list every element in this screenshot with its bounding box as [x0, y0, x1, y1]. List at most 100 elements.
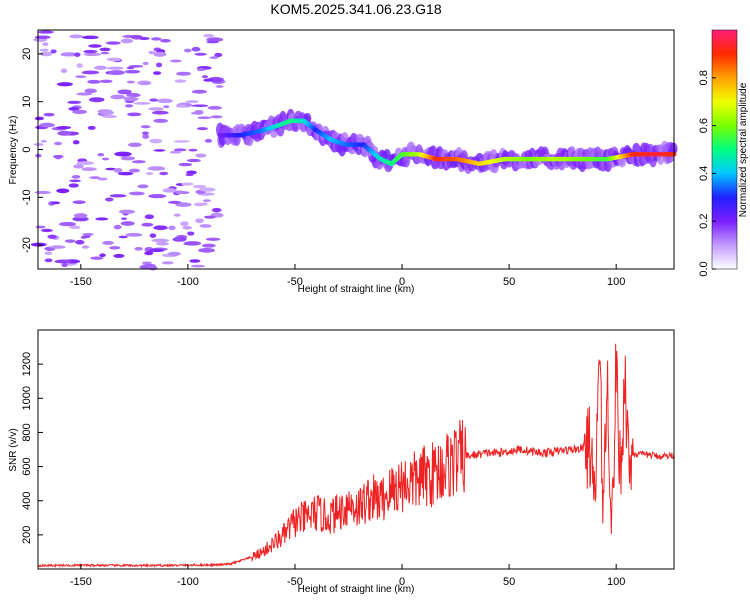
spectral-noise-blob	[110, 94, 125, 100]
spectral-noise-blob	[72, 109, 88, 114]
spectral-noise-blob	[84, 234, 91, 238]
spectral-noise-blob	[99, 47, 111, 52]
spectral-noise-blob	[75, 239, 85, 245]
spectral-noise-blob	[175, 104, 188, 108]
spectral-noise-blob	[153, 225, 168, 231]
spectral-noise-blob	[34, 116, 44, 121]
spectral-noise-blob	[69, 179, 81, 183]
spectrogram-x-label: Height of straight line (km)	[298, 284, 415, 295]
spectral-noise-blob	[202, 199, 211, 202]
colorbar-tick-label: 0.0	[698, 261, 710, 276]
spectral-noise-blob	[128, 142, 142, 147]
spectral-noise-blob	[161, 261, 174, 265]
spectral-noise-blob	[142, 61, 149, 66]
spectral-noise-blob	[209, 56, 219, 60]
snr-y-label: SNR (v/v)	[8, 428, 19, 471]
spectral-noise-blob	[183, 241, 202, 246]
spectral-noise-blob	[120, 221, 135, 226]
spectral-noise-blob	[72, 140, 80, 145]
snr-x-tick-label: 0	[399, 576, 405, 588]
spectral-noise-blob	[74, 52, 81, 57]
spectral-noise-blob	[199, 224, 212, 228]
spectral-noise-blob	[113, 224, 122, 230]
spectral-noise-blob	[81, 245, 90, 249]
spectral-noise-blob	[97, 153, 105, 157]
spectral-noise-blob	[174, 236, 181, 241]
snr-x-tick-label: 50	[503, 576, 515, 588]
spectral-noise-blob	[207, 105, 222, 110]
spectral-noise-blob	[149, 233, 157, 238]
spectral-noise-blob	[72, 216, 89, 222]
spectral-noise-blob	[101, 157, 110, 161]
spectrogram-x-axis: -150 -100 -50 0 50 100	[70, 264, 625, 288]
spectral-noise-blob	[76, 92, 93, 96]
snr-y-tick-label: 800	[21, 423, 33, 441]
spectrogram-y-tick-label: -20	[21, 237, 33, 253]
spectral-noise-blob	[120, 38, 133, 44]
spectral-noise-blob	[57, 130, 72, 136]
spectral-noise-blob	[107, 70, 125, 76]
spectral-noise-blob	[196, 127, 208, 131]
spectral-noise-blob	[125, 232, 143, 237]
spectral-noise-blob	[30, 242, 47, 247]
snr-x-tick-label: -100	[177, 576, 199, 588]
spectral-noise-blob	[117, 171, 134, 176]
spectrogram-y-label: Frequency (Hz)	[8, 116, 19, 185]
spectrogram-x-tick-label: 100	[607, 276, 625, 288]
spectral-noise-blob	[191, 89, 208, 94]
snr-y-tick-label: 200	[21, 526, 33, 544]
spectral-noise-blob	[168, 200, 182, 204]
spectral-noise-blob	[148, 107, 164, 111]
spectral-noise-blob	[81, 35, 99, 40]
spectrogram-x-tick-label: -150	[70, 276, 92, 288]
spectral-noise-blob	[105, 197, 114, 202]
spectral-noise-blob	[174, 79, 187, 83]
snr-x-tick-label: -50	[287, 576, 303, 588]
spectral-noise-blob	[148, 265, 158, 271]
spectral-noise-blob	[100, 51, 110, 55]
spectrogram-x-tick-label: -100	[177, 276, 199, 288]
spectral-noise-blob	[147, 166, 166, 171]
spectral-noise-blob	[87, 125, 96, 130]
spectral-noise-blob	[191, 46, 201, 52]
colorbar: 0.0 0.2 0.4 0.6 0.8 Normalized spectral ampl…	[698, 29, 749, 277]
spectral-noise-blob	[123, 97, 139, 102]
spectral-noise-blob	[61, 263, 68, 268]
spectral-noise-blob	[34, 190, 51, 195]
spectral-noise-blob	[156, 98, 173, 104]
spectral-noise-blob	[144, 250, 154, 256]
spectral-noise-blob	[153, 118, 168, 123]
spectral-noise-blob	[94, 65, 107, 70]
spectrogram-x-tick-label: 0	[399, 276, 405, 288]
colorbar-axis: 0.0 0.2 0.4 0.6 0.8	[698, 70, 716, 277]
ridge-halo	[618, 156, 627, 168]
spectral-noise-blob	[133, 101, 151, 105]
spectral-noise-blob	[99, 253, 106, 258]
spectral-noise-blob	[97, 177, 108, 181]
spectral-noise-blob	[173, 148, 187, 152]
spectral-noise-blob	[81, 167, 97, 172]
spectral-noise-blob	[106, 66, 124, 70]
spectral-noise-blob	[175, 202, 192, 207]
spectral-noise-blob	[67, 100, 82, 104]
spectral-noise-blob	[95, 217, 109, 221]
spectrogram-y-tick-label: 10	[21, 96, 33, 108]
spectral-noise-blob	[118, 235, 128, 239]
snr-panel: -150 -100 -50 0 50 100 200 400 600 800 1000 1200 H…	[8, 329, 675, 595]
spectral-noise-blob	[38, 30, 54, 34]
spectral-noise-blob	[60, 68, 68, 73]
spectral-noise-blob	[44, 258, 53, 263]
spectral-noise-blob	[117, 89, 132, 95]
spectral-noise-blob	[47, 234, 57, 239]
spectral-noise-blob	[153, 149, 166, 152]
spectral-noise-blob	[88, 97, 105, 103]
spectral-noise-blob	[204, 138, 213, 143]
spectral-noise-blob	[149, 248, 165, 253]
spectral-noise-blob	[191, 104, 209, 108]
snr-x-tick-label: -150	[70, 576, 92, 588]
spectrogram-x-tick-label: -50	[287, 276, 303, 288]
spectral-noise-blob	[159, 171, 169, 176]
spectral-noise-blob	[55, 155, 62, 160]
spectral-noise-blob	[40, 51, 53, 57]
